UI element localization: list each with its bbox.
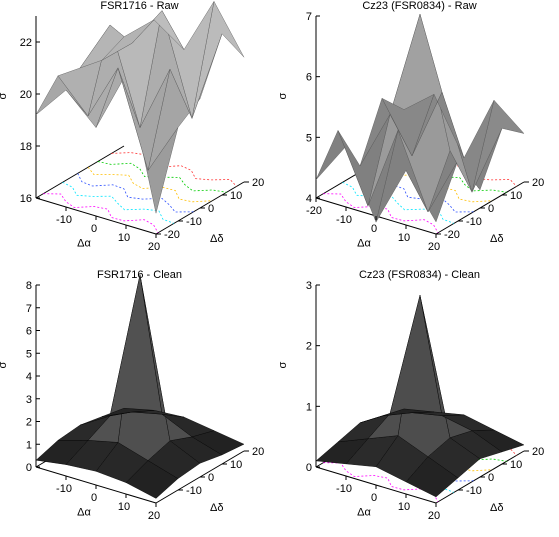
x-tick-label: 10: [398, 501, 410, 513]
contour-line: [87, 166, 213, 203]
z-tick-label: 2: [26, 417, 32, 429]
panel-cz23-clean: Cz23 (FSR0834) - Clean 0 1 2 3 -10 0 10 20 -10 0 1…: [277, 269, 559, 537]
z-tick-label: 2: [306, 341, 312, 353]
z-tick-label: 7: [306, 11, 312, 23]
z-tick-label: 22: [20, 37, 32, 49]
z-axis-label: σ: [277, 361, 289, 368]
z-axis-label: σ: [277, 92, 289, 99]
x-tick-label: -10: [56, 483, 72, 495]
y-tick-label: 0: [488, 203, 494, 215]
x-axis-label: Δα: [357, 506, 371, 518]
contour-line: [43, 193, 159, 233]
z-tick-label: 0: [26, 462, 32, 474]
y-axis-label: Δδ: [490, 233, 503, 245]
contour-line: [377, 161, 507, 193]
x-tick-label: 20: [148, 241, 160, 253]
chart-title: FSR1716 - Clean: [97, 269, 182, 281]
z-tick-label: 6: [306, 72, 312, 84]
y-tick-label: -10: [466, 216, 482, 228]
y-axis-label: Δδ: [490, 502, 503, 514]
contour-line: [77, 173, 194, 213]
y-tick-label: 20: [532, 446, 544, 458]
chart-title: Cz23 (FSR0834) - Clean: [358, 269, 481, 281]
x-tick-label: 10: [118, 232, 130, 244]
z-tick-label: 18: [20, 141, 32, 153]
y-tick-label: 0: [488, 472, 494, 484]
x-tick-label: -20: [306, 205, 322, 217]
surface-facet: [381, 408, 435, 417]
contour-line: [342, 181, 455, 224]
y-tick-label: 20: [252, 177, 264, 189]
y-tick-label: 10: [510, 459, 522, 471]
panel-fsr1716-raw: FSR1716 - Raw 16 18 20 22 -10 0 10 20 -20 -10 0 10 2…: [0, 0, 279, 268]
chart-title: FSR1716 - Raw: [100, 0, 179, 12]
surface-plot-fsr1716-clean: 0 1 2 3 4 5 6 7 8 -10 0 10 20 -10 0 10 20 Δα Δδ σ: [0, 274, 264, 522]
panel-fsr1716-clean: FSR1716 - Clean 0 1 2 3 4 5 6 7 8 -10 0 10 20 -10 0 10 2…: [0, 269, 279, 537]
x-tick-label: 10: [118, 501, 130, 513]
z-tick-label: 4: [306, 193, 312, 205]
panel-cz23-raw: Cz23 (FSR0834) - Raw 4 5 6 7 -20 -10 0 10 20 -20-…: [277, 0, 559, 268]
y-tick-label: -10: [186, 485, 202, 497]
x-tick-label: -10: [336, 483, 352, 495]
z-tick-label: 1: [26, 439, 32, 451]
contour-line: [62, 181, 175, 224]
z-tick-label: 3: [26, 394, 32, 406]
z-tick-label: 5: [26, 348, 32, 360]
chart-title: Cz23 (FSR0834) - Raw: [362, 0, 477, 12]
y-tick-label: -10: [186, 216, 202, 228]
y-tick-label: -20: [164, 229, 180, 241]
z-tick-label: 3: [306, 280, 312, 292]
x-tick-label: 0: [91, 492, 97, 504]
surface-plot-cz23-raw: 4 5 6 7 -20 -10 0 10 20 -20 -10 0 10 20 Δα Δδ σ: [277, 11, 544, 253]
z-tick-label: 16: [20, 193, 32, 205]
x-tick-label: 0: [371, 223, 377, 235]
y-tick-label: 0: [208, 203, 214, 215]
y-tick-label: 10: [230, 190, 242, 202]
surface-facet: [101, 407, 155, 417]
z-tick-label: 20: [20, 89, 32, 101]
z-tick-label: 6: [26, 326, 32, 338]
x-tick-label: 20: [148, 510, 160, 522]
y-tick-label: -20: [444, 229, 460, 241]
surface-plot-cz23-clean: 0 1 2 3 -10 0 10 20 -10 0 10 20 Δα Δδ σ: [277, 280, 544, 522]
x-tick-label: 10: [398, 232, 410, 244]
z-axis-label: σ: [0, 92, 9, 99]
x-tick-label: 20: [428, 241, 440, 253]
y-tick-label: 0: [208, 472, 214, 484]
contour-line: [111, 152, 237, 187]
y-tick-label: 10: [230, 459, 242, 471]
y-axis-label: Δδ: [210, 233, 223, 245]
z-tick-label: 1: [306, 401, 312, 413]
surface-facet: [101, 19, 155, 61]
x-tick-label: 20: [428, 510, 440, 522]
z-tick-label: 4: [26, 371, 32, 383]
x-tick-label: -10: [336, 214, 352, 226]
z-axis-label: σ: [0, 361, 9, 368]
y-tick-label: -10: [466, 485, 482, 497]
x-axis-label: Δα: [77, 237, 91, 249]
x-axis-label: Δα: [357, 237, 371, 249]
y-tick-label: 20: [252, 446, 264, 458]
surface-facet: [381, 93, 435, 157]
x-axis-label: Δα: [77, 506, 91, 518]
surface-facet: [109, 274, 163, 417]
contour-line: [323, 193, 439, 233]
x-tick-label: 0: [371, 492, 377, 504]
y-tick-label: 20: [532, 177, 544, 189]
surface-facet: [389, 295, 443, 416]
y-tick-label: 10: [510, 190, 522, 202]
z-tick-label: 8: [26, 280, 32, 292]
surface-plot-fsr1716-raw: 16 18 20 22 -10 0 10 20 -20 -10 0 10 20 Δα Δδ σ: [0, 0, 264, 253]
z-tick-label: 5: [306, 132, 312, 144]
x-tick-label: -10: [56, 214, 72, 226]
y-axis-label: Δδ: [210, 502, 223, 514]
contour-line: [97, 161, 227, 193]
z-tick-label: 0: [306, 462, 312, 474]
base-edge-line: [35, 145, 125, 199]
z-tick-label: 7: [26, 303, 32, 315]
x-tick-label: 0: [91, 223, 97, 235]
